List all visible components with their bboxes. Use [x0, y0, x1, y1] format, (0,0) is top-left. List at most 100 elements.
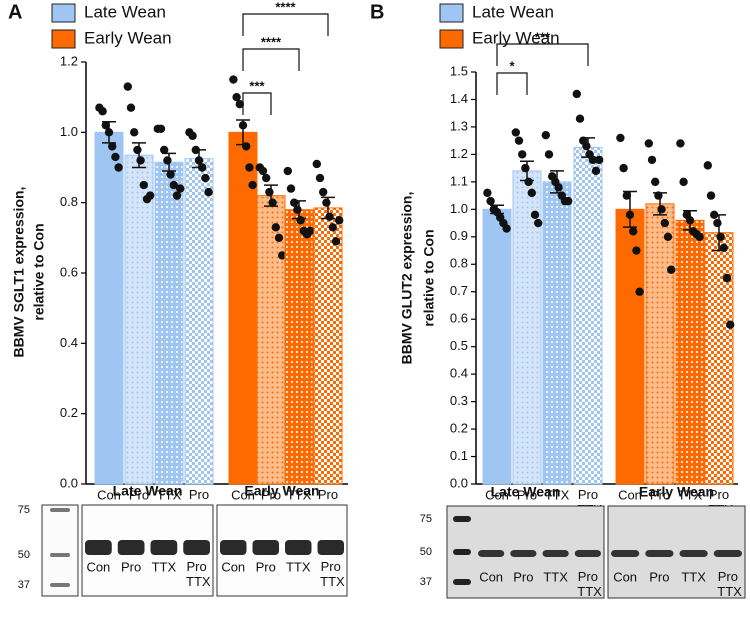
data-point: [591, 166, 601, 176]
data-point: [245, 163, 254, 172]
data-point: [331, 237, 341, 246]
lane-label: Pro: [649, 569, 669, 584]
data-point: [133, 145, 142, 155]
marker-label: 50: [18, 549, 30, 561]
data-point: [524, 177, 533, 187]
data-point: [663, 232, 673, 241]
data-point: [695, 232, 704, 241]
bar: [313, 207, 343, 485]
x-tick-label: Con: [231, 487, 255, 502]
data-point: [319, 187, 328, 197]
blot-ladder: [41, 504, 79, 597]
data-point: [595, 155, 604, 165]
y-axis-label: relative to Con: [421, 229, 437, 326]
bar: [94, 131, 124, 485]
y-tick-label: 0.9: [450, 228, 468, 243]
y-axis-label: BBMV GLUT2 expression,: [399, 192, 415, 365]
data-point: [518, 150, 527, 159]
y-axis-label: BBMV SGLT1 expression,: [11, 187, 27, 358]
significance-bracket: [242, 92, 272, 115]
ladder-band: [453, 579, 471, 585]
data-point: [274, 233, 284, 243]
data-point: [111, 152, 120, 162]
data-point: [293, 205, 302, 214]
data-point: [629, 227, 638, 236]
data-point: [286, 184, 296, 193]
y-tick-label: 0.6: [450, 311, 468, 326]
legend-label: Late Wean: [472, 2, 554, 21]
significance-bracket: [496, 72, 528, 95]
data-point: [315, 173, 325, 183]
blot-band: [645, 550, 674, 557]
x-tick-label: Pro: [129, 487, 149, 502]
blot-group-title: Late Wean: [113, 483, 183, 499]
significance-label: ****: [261, 34, 282, 49]
data-point: [530, 210, 540, 220]
data-point: [619, 163, 628, 173]
y-tick-label: 0.7: [450, 283, 468, 298]
data-point: [521, 163, 530, 173]
data-point: [527, 188, 536, 198]
blot-band: [713, 550, 742, 557]
data-point: [644, 139, 653, 148]
bar: [675, 219, 705, 485]
data-point: [176, 184, 185, 193]
error-bar: [102, 121, 116, 144]
y-tick-label: 1.4: [450, 91, 468, 106]
data-point: [679, 177, 688, 187]
blot-band: [252, 540, 279, 555]
data-point: [163, 156, 172, 165]
legend-swatch: [439, 3, 464, 23]
data-point: [283, 166, 292, 176]
data-point: [139, 180, 148, 190]
data-point: [722, 273, 732, 283]
data-point: [572, 89, 581, 99]
legend-swatch: [439, 29, 464, 49]
lane-label: TTX: [681, 569, 706, 584]
error-bar: [683, 209, 697, 231]
data-point: [101, 121, 111, 130]
y-tick-label: 0.1: [450, 448, 468, 463]
data-point: [660, 218, 669, 228]
lane-label: Pro TTX: [317, 559, 345, 589]
error-bar: [712, 214, 726, 252]
data-point: [511, 128, 520, 137]
significance-label: ***: [535, 29, 551, 44]
error-bar: [132, 142, 146, 169]
y-tick-label: 0.5: [450, 338, 468, 353]
x-tick-label: Pro: [650, 487, 670, 502]
panel-label: B: [370, 1, 384, 23]
data-point: [706, 191, 716, 200]
data-point: [306, 226, 315, 235]
y-axis-label: relative to Con: [31, 223, 47, 320]
y-tick-label: 0.0: [60, 475, 78, 490]
data-point: [667, 265, 676, 274]
blot-band: [220, 540, 247, 555]
data-point: [160, 145, 169, 155]
y-tick-label: 1.5: [450, 63, 468, 78]
data-point: [296, 216, 305, 225]
blot-band: [611, 550, 640, 557]
data-point: [322, 198, 331, 207]
y-tick-label: 0.8: [450, 256, 468, 271]
data-point: [647, 155, 657, 165]
lane-label: Con: [479, 569, 503, 584]
bar: [542, 181, 572, 485]
error-bar: [192, 149, 206, 169]
y-tick-label: 0.3: [450, 393, 468, 408]
data-point: [514, 136, 524, 145]
y-tick-label: 0.2: [450, 421, 468, 436]
y-tick-label: 1.3: [450, 118, 468, 133]
lane-label: TTX: [543, 569, 568, 584]
y-tick-label: 1.1: [450, 173, 468, 188]
significance-bracket: [242, 48, 300, 71]
legend-label: Late Wean: [84, 2, 166, 21]
panel-label: A: [8, 1, 22, 23]
lane-label: Pro TTX: [574, 569, 602, 599]
bar: [284, 209, 314, 485]
error-bar: [162, 152, 176, 172]
x-tick-label: Pro: [517, 487, 537, 502]
data-point: [172, 191, 182, 200]
y-tick-label: 0.4: [60, 335, 78, 350]
x-tick-label: Con: [618, 487, 642, 502]
